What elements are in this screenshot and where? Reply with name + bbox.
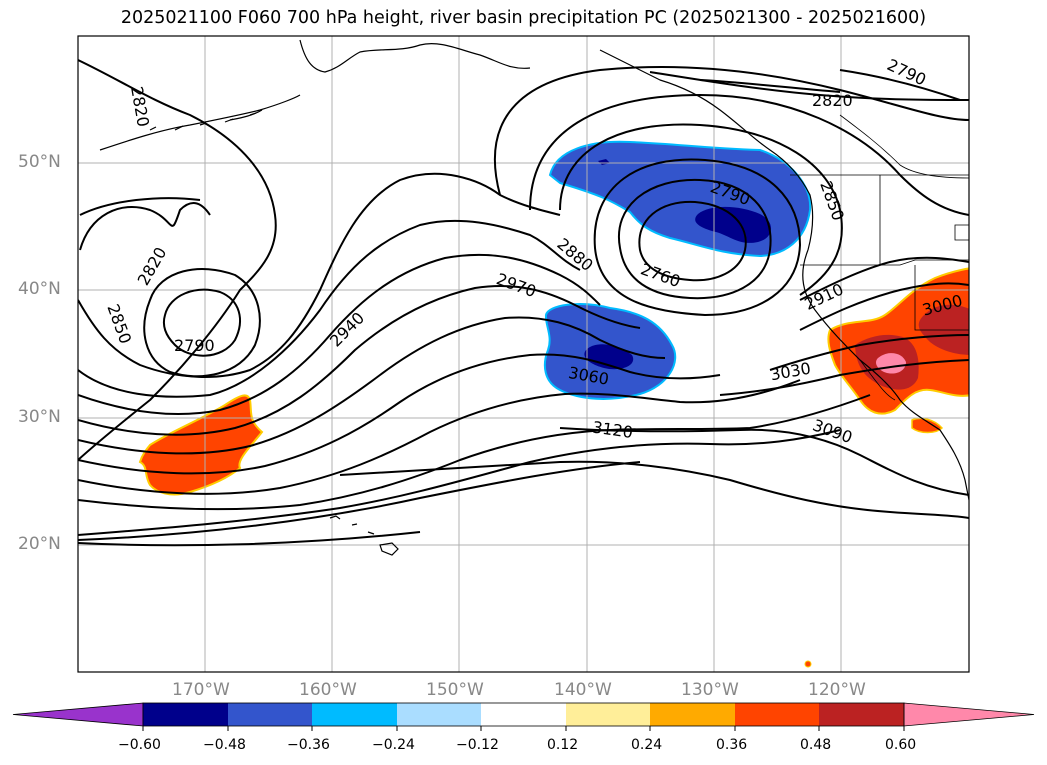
contour-label-3030: 3030: [769, 359, 812, 385]
colorbar-extend-right: [903, 702, 1035, 727]
contour-label-2850-w: 2850: [103, 301, 135, 346]
lat-label-20n: 20°N: [18, 534, 61, 554]
colorbar-label-5: −0.12: [456, 737, 499, 753]
contour-label-2820-ne: 2820: [812, 91, 853, 110]
precip-negative-central-pacific: [543, 303, 677, 400]
contour-label-2910: 2910: [801, 279, 846, 313]
colorbar-extend-left: [12, 702, 144, 727]
lon-label-120w: 120°W: [808, 680, 866, 700]
colorbar-segment-5: [481, 703, 566, 726]
political-borders: [790, 114, 969, 401]
colorbar-segment-3: [312, 703, 397, 726]
colorbar-segment-7: [650, 703, 735, 726]
colorbar-segment-8: [735, 703, 819, 726]
lon-label-130w: 130°W: [681, 680, 739, 700]
colorbar-label-4: −0.24: [372, 737, 415, 753]
lon-label-150w: 150°W: [426, 680, 484, 700]
colorbar-ticks: [142, 726, 905, 731]
contour-label-3120: 3120: [591, 417, 634, 441]
colorbar-label-6: 0.12: [547, 737, 579, 753]
colorbar-label-1: −0.60: [118, 737, 161, 753]
colorbar-segment-9: [819, 703, 904, 726]
map-content: 2820 2790 2820 2850 2790 2820 2850 2790 …: [78, 36, 969, 672]
colorbar-label-9: 0.48: [800, 737, 832, 753]
map-title: 2025021100 F060 700 hPa height, river ba…: [120, 8, 927, 28]
map-frame: [77, 35, 970, 673]
colorbar-segment-6: [566, 703, 650, 726]
lat-label-50n: 50°N: [18, 152, 61, 172]
colorbar-label-3: −0.36: [287, 737, 330, 753]
colorbar: [12, 702, 1035, 731]
contour-label-2850-ne: 2850: [816, 178, 848, 223]
contour-label-2820-w: 2820: [134, 244, 171, 289]
lon-label-140w: 140°W: [554, 680, 612, 700]
colorbar-frame: [142, 702, 905, 727]
colorbar-segment-2: [228, 703, 312, 726]
precip-positive-west-pacific: [138, 394, 264, 496]
contour-label-2820-nw: 2820: [127, 85, 153, 128]
contour-label-2970: 2970: [494, 269, 539, 301]
contour-label-2880: 2880: [553, 234, 596, 275]
colorbar-label-10: 0.60: [885, 737, 917, 753]
lat-label-30n: 30°N: [18, 407, 61, 427]
lon-label-160w: 160°W: [299, 680, 357, 700]
coastlines: [99, 39, 969, 556]
lon-label-170w: 170°W: [172, 680, 230, 700]
height-contours: [78, 59, 969, 547]
contour-labels: 2820 2790 2820 2850 2790 2820 2850 2790 …: [103, 55, 964, 447]
contour-label-2790-w: 2790: [174, 336, 215, 355]
colorbar-label-2: −0.48: [203, 737, 246, 753]
colorbar-label-7: 0.24: [631, 737, 663, 753]
colorbar-label-8: 0.36: [716, 737, 748, 753]
colorbar-segment-1: [143, 703, 228, 726]
lat-label-40n: 40°N: [18, 279, 61, 299]
colorbar-segment-4: [397, 703, 481, 726]
